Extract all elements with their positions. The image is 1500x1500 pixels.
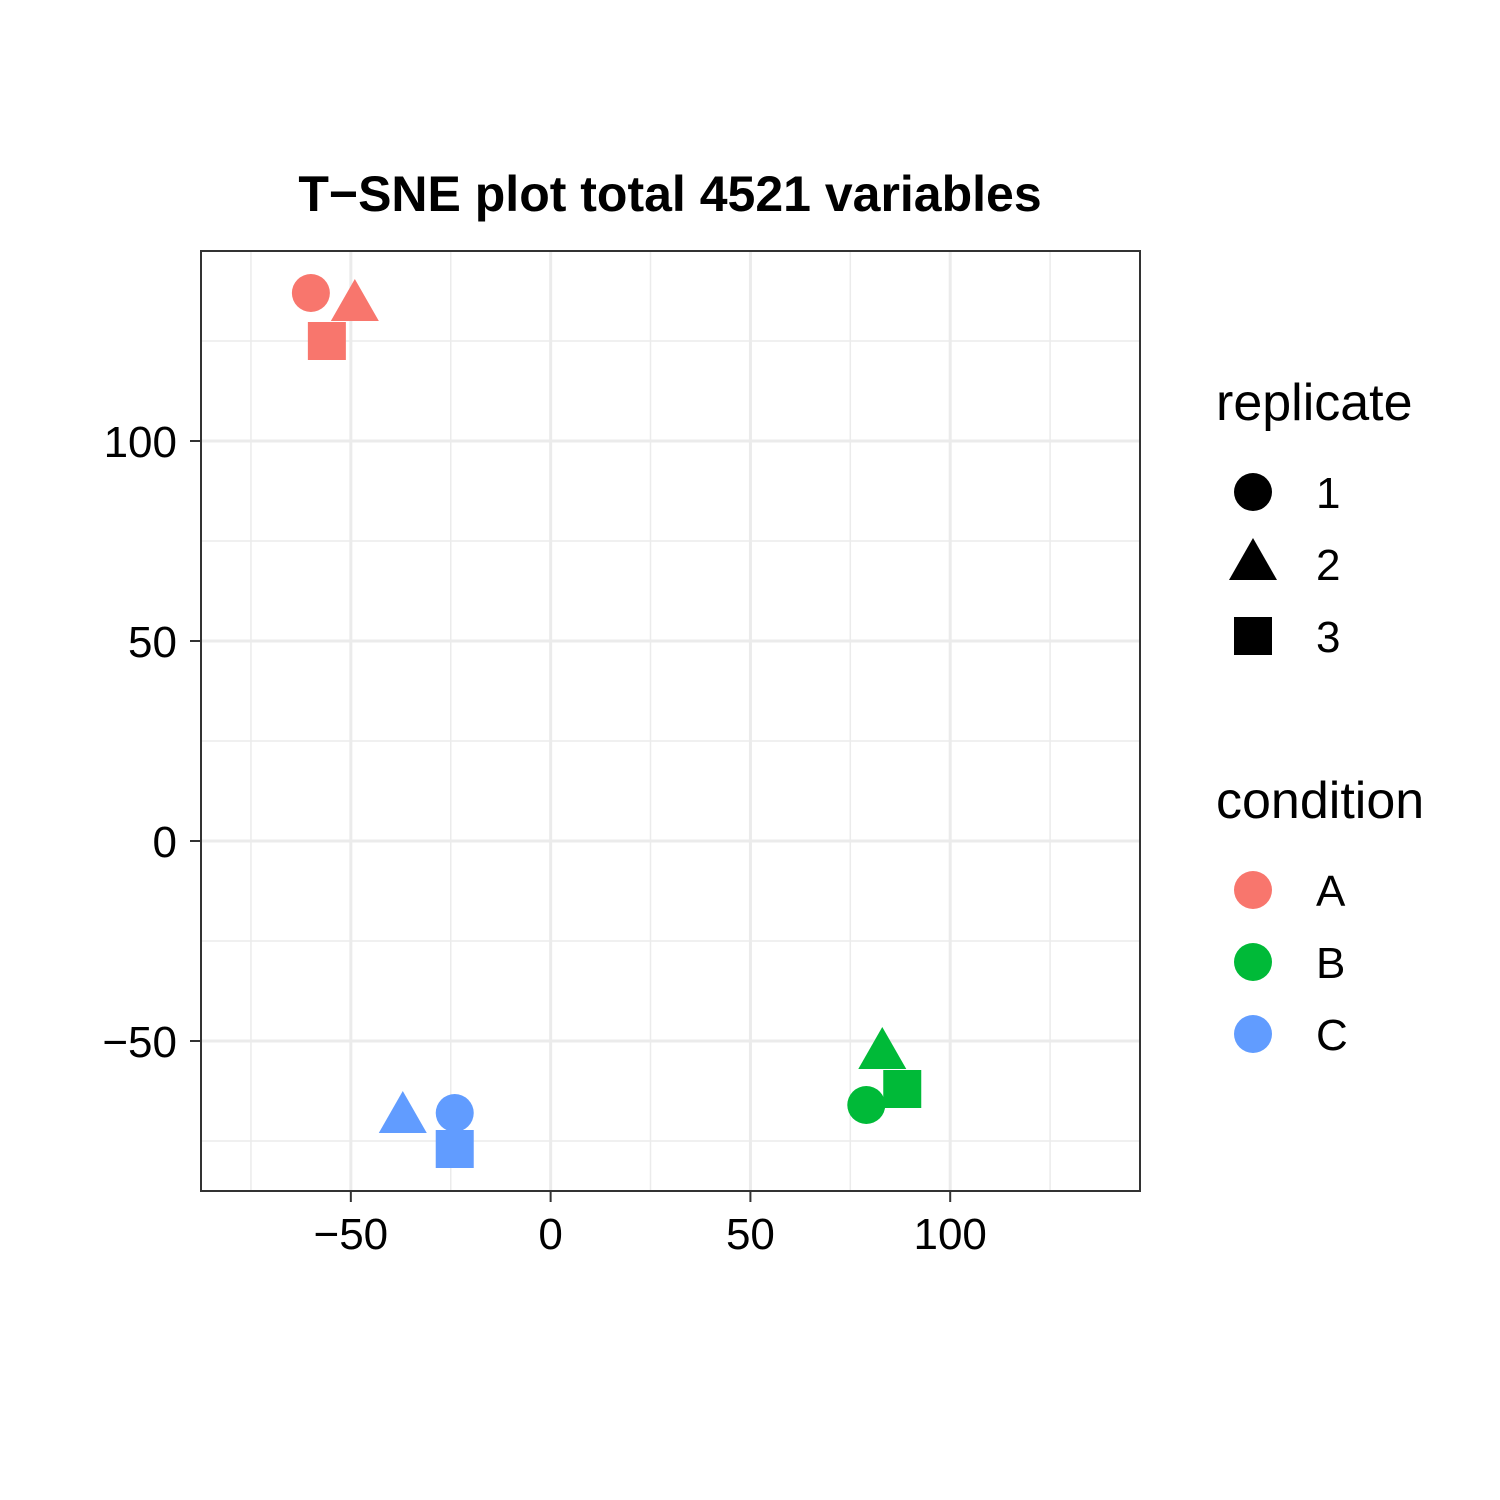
legend-replicate: replicate 1 2 3 xyxy=(1216,374,1413,662)
legend-key-1 xyxy=(1234,473,1272,511)
data-point-B1 xyxy=(847,1086,886,1124)
legend-label: A xyxy=(1316,867,1346,916)
data-point-C1 xyxy=(435,1094,474,1132)
data-point-A2 xyxy=(330,278,379,321)
x-tick-label: −50 xyxy=(314,1210,389,1259)
x-tick-label: 0 xyxy=(538,1210,562,1259)
chart-title: T−SNE plot total 4521 variables xyxy=(298,166,1041,222)
data-point-A3 xyxy=(307,322,346,360)
plot-panel: −50 0 50 100 −50 0 50 100 xyxy=(102,250,1141,1259)
data-point-B2 xyxy=(858,1026,907,1069)
y-tick-label: 100 xyxy=(104,418,177,467)
legend-key-A xyxy=(1234,871,1272,909)
panel-background xyxy=(201,251,1140,1191)
y-tick-label: −50 xyxy=(102,1018,177,1067)
legend-label: B xyxy=(1316,939,1345,988)
x-tick-label: 50 xyxy=(726,1210,775,1259)
y-tick-label: 50 xyxy=(128,618,177,667)
legend-title: replicate xyxy=(1216,374,1413,432)
x-tick-label: 100 xyxy=(913,1210,986,1259)
legend-key-B xyxy=(1234,943,1272,981)
legend-label: C xyxy=(1316,1011,1348,1060)
legend-key-C xyxy=(1234,1015,1272,1053)
legend-key-3 xyxy=(1234,617,1272,655)
panel-border xyxy=(200,250,1141,1192)
legend-key-2 xyxy=(1229,537,1277,580)
data-point-C2 xyxy=(378,1090,427,1133)
legend-label: 2 xyxy=(1316,541,1340,590)
data-point-A1 xyxy=(291,274,330,312)
legend-label: 3 xyxy=(1316,613,1340,662)
legend-condition: condition ABC xyxy=(1216,772,1424,1060)
y-tick-label: 0 xyxy=(153,818,177,867)
data-point-B3 xyxy=(883,1070,922,1108)
legends: replicate 1 2 3 condition ABC xyxy=(1216,374,1424,1060)
legend-title: condition xyxy=(1216,772,1424,830)
legend-label: 1 xyxy=(1316,469,1340,518)
data-point-C3 xyxy=(435,1130,474,1168)
